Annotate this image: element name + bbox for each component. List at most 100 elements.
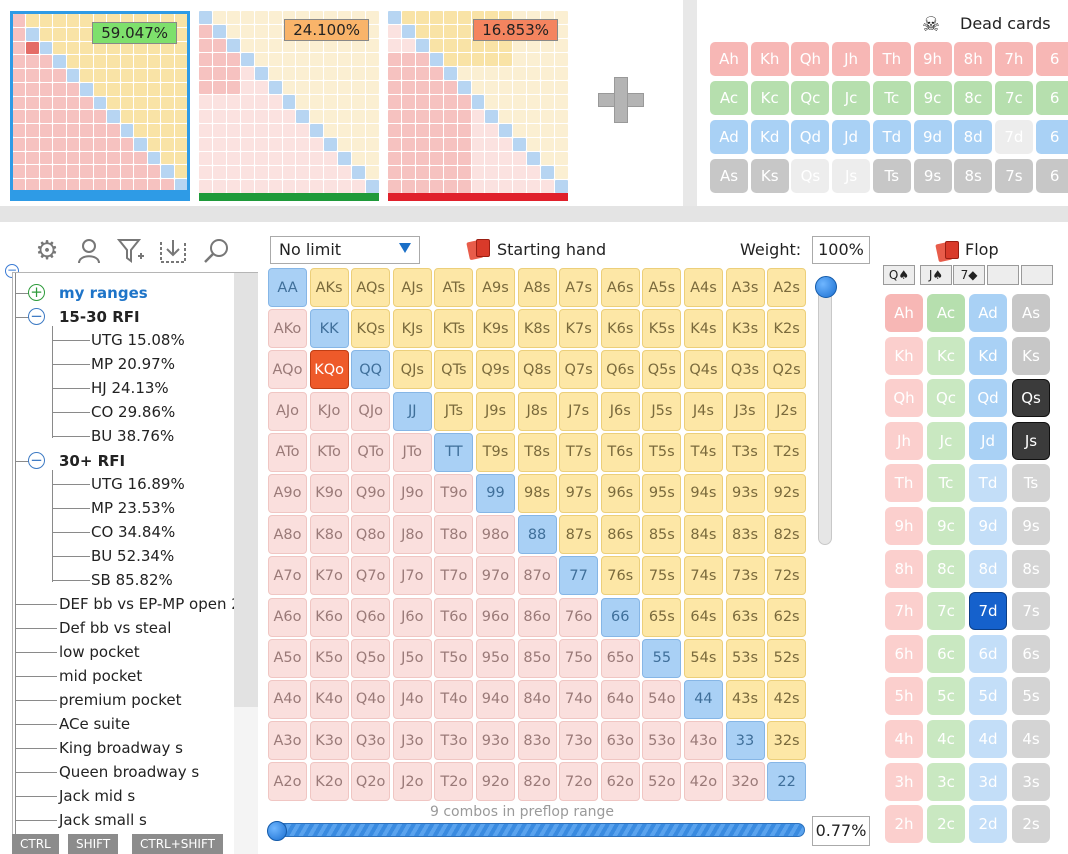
- hand-cell-33[interactable]: 33: [725, 721, 765, 761]
- hand-cell-J3s[interactable]: J3s: [725, 391, 765, 431]
- hand-cell-AA[interactable]: AA: [268, 268, 307, 307]
- weight-input[interactable]: 100%: [812, 236, 870, 264]
- hand-cell-T4s[interactable]: T4s: [683, 432, 723, 472]
- hand-cell-Q2s[interactable]: Q2s: [767, 350, 807, 390]
- tree-item-range[interactable]: low pocket: [59, 643, 140, 661]
- hand-cell-QJs[interactable]: QJs: [392, 350, 432, 390]
- hand-cell-K7o[interactable]: K7o: [309, 556, 349, 596]
- flop-card-4c[interactable]: 4c: [927, 720, 965, 758]
- dead-card-6[interactable]: 6: [1035, 120, 1068, 154]
- flop-card-6c[interactable]: 6c: [927, 634, 965, 673]
- hand-cell-K2o[interactable]: K2o: [309, 762, 349, 802]
- tree-toggle-15-30-rfi[interactable]: −: [28, 308, 45, 325]
- hand-cell-T8o[interactable]: T8o: [434, 515, 474, 555]
- flop-card-Jd[interactable]: Jd: [969, 421, 1007, 460]
- hand-cell-QTs[interactable]: QTs: [434, 350, 474, 390]
- flop-slot-3[interactable]: 7◆: [953, 265, 985, 285]
- weight-slider-track[interactable]: [818, 283, 832, 545]
- hand-cell-Q4o[interactable]: Q4o: [351, 679, 391, 719]
- flop-card-Jc[interactable]: Jc: [927, 421, 965, 460]
- hand-cell-99[interactable]: 99: [475, 473, 515, 513]
- hand-cell-T7s[interactable]: T7s: [559, 432, 599, 472]
- hand-cell-K5s[interactable]: K5s: [642, 309, 682, 349]
- range-percent-slider[interactable]: [272, 823, 805, 837]
- tree-item-range[interactable]: CO 34.84%: [91, 523, 176, 541]
- hand-cell-44[interactable]: 44: [683, 679, 723, 719]
- hand-cell-Q8o[interactable]: Q8o: [351, 515, 391, 555]
- dead-card-Qs[interactable]: Qs: [791, 159, 830, 193]
- hand-cell-A5o[interactable]: A5o: [268, 638, 307, 678]
- hand-cell-86o[interactable]: 86o: [517, 597, 557, 637]
- hand-cell-55[interactable]: 55: [642, 638, 682, 678]
- hand-cell-73s[interactable]: 73s: [725, 556, 765, 596]
- hand-cell-72s[interactable]: 72s: [767, 556, 807, 596]
- hand-cell-96o[interactable]: 96o: [475, 597, 515, 637]
- hand-cell-Q6s[interactable]: Q6s: [600, 350, 640, 390]
- flop-card-Qh[interactable]: Qh: [885, 379, 923, 418]
- hand-cell-K4s[interactable]: K4s: [683, 309, 723, 349]
- user-icon[interactable]: [72, 234, 106, 268]
- flop-card-7c[interactable]: 7c: [927, 592, 965, 631]
- hand-cell-KQo[interactable]: KQo: [309, 350, 349, 390]
- hand-cell-J6o[interactable]: J6o: [392, 597, 432, 637]
- dead-card-Kh[interactable]: Kh: [750, 42, 789, 76]
- tree-item-range[interactable]: BU 38.76%: [91, 427, 175, 445]
- hand-cell-J7s[interactable]: J7s: [559, 391, 599, 431]
- hand-cell-K3s[interactable]: K3s: [725, 309, 765, 349]
- tree-toggle-30-rfi[interactable]: −: [28, 452, 45, 469]
- hand-cell-K8s[interactable]: K8s: [517, 309, 557, 349]
- hand-cell-82o[interactable]: 82o: [517, 762, 557, 802]
- hand-cell-Q7o[interactable]: Q7o: [351, 556, 391, 596]
- hand-cell-92o[interactable]: 92o: [475, 762, 515, 802]
- tree-item-my-ranges[interactable]: my ranges: [59, 284, 148, 302]
- hand-cell-T2s[interactable]: T2s: [767, 432, 807, 472]
- tree-item-range[interactable]: BU 52.34%: [91, 547, 175, 565]
- hand-cell-87s[interactable]: 87s: [559, 515, 599, 555]
- hand-cell-K8o[interactable]: K8o: [309, 515, 349, 555]
- flop-card-4d[interactable]: 4d: [969, 720, 1007, 758]
- hand-cell-53s[interactable]: 53s: [725, 638, 765, 678]
- hand-cell-94o[interactable]: 94o: [475, 679, 515, 719]
- range-thumbnail-3[interactable]: 16.853%: [388, 11, 568, 201]
- flop-card-Kc[interactable]: Kc: [927, 336, 965, 375]
- hand-cell-QQ[interactable]: QQ: [351, 350, 391, 390]
- hand-cell-Q6o[interactable]: Q6o: [351, 597, 391, 637]
- flop-slot-5[interactable]: [1021, 265, 1053, 285]
- hand-cell-98o[interactable]: 98o: [475, 515, 515, 555]
- hand-cell-52s[interactable]: 52s: [767, 638, 807, 678]
- ctrl-key-button[interactable]: CTRL: [12, 834, 59, 854]
- hand-cell-K5o[interactable]: K5o: [309, 638, 349, 678]
- hand-cell-A9s[interactable]: A9s: [475, 268, 515, 307]
- hand-cell-ATs[interactable]: ATs: [434, 268, 474, 307]
- hand-cell-95s[interactable]: 95s: [642, 473, 682, 513]
- tree-group-15-30-rfi[interactable]: 15-30 RFI: [59, 308, 140, 326]
- hand-cell-Q4s[interactable]: Q4s: [683, 350, 723, 390]
- import-icon[interactable]: [156, 234, 190, 268]
- dead-card-7h[interactable]: 7h: [994, 42, 1033, 76]
- hand-cell-ATo[interactable]: ATo: [268, 432, 307, 472]
- hand-cell-AQs[interactable]: AQs: [351, 268, 391, 307]
- flop-card-3d[interactable]: 3d: [969, 762, 1007, 801]
- hand-cell-93o[interactable]: 93o: [475, 721, 515, 761]
- hand-cell-A3s[interactable]: A3s: [725, 268, 765, 307]
- tree-group-30-rfi[interactable]: 30+ RFI: [59, 452, 126, 470]
- hand-cell-J7o[interactable]: J7o: [392, 556, 432, 596]
- shift-key-button[interactable]: SHIFT: [68, 834, 119, 854]
- hand-cell-T8s[interactable]: T8s: [517, 432, 557, 472]
- flop-card-Qc[interactable]: Qc: [927, 379, 965, 418]
- hand-cell-65o[interactable]: 65o: [600, 638, 640, 678]
- flop-card-Kh[interactable]: Kh: [885, 336, 923, 375]
- dead-card-Td[interactable]: Td: [872, 120, 911, 154]
- hand-cell-85o[interactable]: 85o: [517, 638, 557, 678]
- hand-cell-42s[interactable]: 42s: [767, 679, 807, 719]
- panel-divider[interactable]: [683, 0, 697, 208]
- hand-cell-K6s[interactable]: K6s: [600, 309, 640, 349]
- flop-card-Td[interactable]: Td: [969, 464, 1007, 503]
- tree-item-range[interactable]: DEF bb vs EP-MP open 25: [59, 595, 251, 613]
- dead-card-6[interactable]: 6: [1035, 81, 1068, 115]
- hand-cell-T3o[interactable]: T3o: [434, 721, 474, 761]
- hand-cell-Q3o[interactable]: Q3o: [351, 721, 391, 761]
- hand-cell-A8s[interactable]: A8s: [517, 268, 557, 307]
- dead-card-Qh[interactable]: Qh: [791, 42, 830, 76]
- dead-card-Qc[interactable]: Qc: [791, 81, 830, 115]
